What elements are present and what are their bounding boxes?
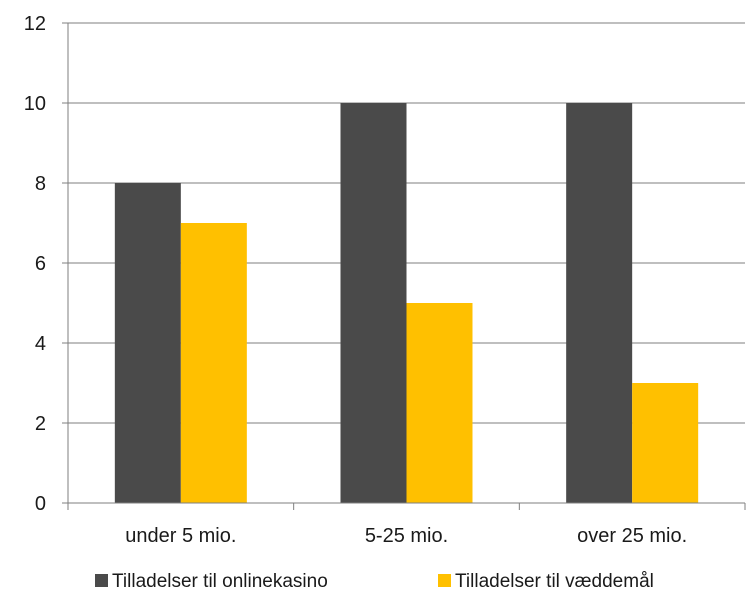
legend-label: Tilladelser til onlinekasino bbox=[112, 571, 328, 592]
y-tick-labels: 0 2 4 6 8 10 12 bbox=[24, 13, 46, 515]
bar-1-0 bbox=[340, 103, 407, 503]
legend-swatch bbox=[438, 574, 451, 587]
bar-1-1 bbox=[406, 303, 473, 503]
axes bbox=[62, 22, 746, 510]
y-tick-label: 10 bbox=[24, 93, 46, 115]
y-tick-label: 0 bbox=[35, 493, 46, 515]
bar-0-1 bbox=[180, 223, 247, 503]
y-tick-label: 2 bbox=[35, 413, 46, 435]
legend: Tilladelser til onlinekasino Tilladelser … bbox=[95, 571, 654, 592]
y-tick-label: 8 bbox=[35, 173, 46, 195]
bars bbox=[114, 103, 699, 503]
y-tick-label: 6 bbox=[35, 253, 46, 275]
legend-swatch bbox=[95, 574, 108, 587]
bar-2-1 bbox=[632, 383, 699, 503]
x-tick-labels: under 5 mio. 5-25 mio. over 25 mio. bbox=[125, 525, 687, 547]
y-tick-label: 4 bbox=[35, 333, 46, 355]
y-tick-label: 12 bbox=[24, 13, 46, 35]
x-tick-label: over 25 mio. bbox=[577, 525, 687, 547]
bar-0-0 bbox=[114, 183, 181, 503]
x-tick-label: under 5 mio. bbox=[125, 525, 236, 547]
legend-label: Tilladelser til væddemål bbox=[455, 571, 654, 592]
x-tick-label: 5-25 mio. bbox=[365, 525, 448, 547]
bar-2-0 bbox=[566, 103, 633, 503]
